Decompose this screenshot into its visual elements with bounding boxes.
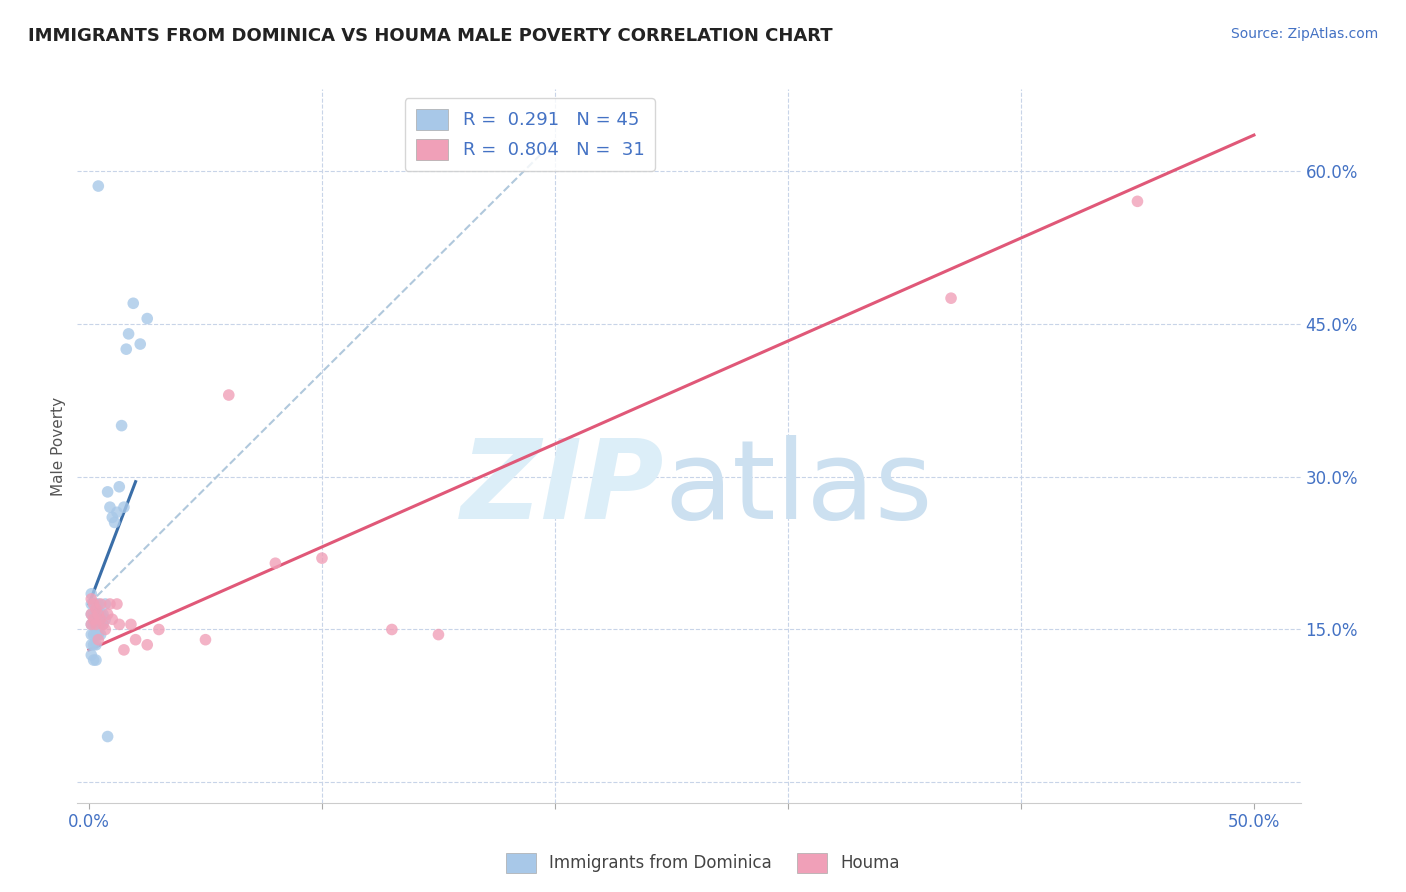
Point — [84, 638, 107, 652]
Text: IMMIGRANTS FROM DOMINICA VS HOUMA MALE POVERTY CORRELATION CHART: IMMIGRANTS FROM DOMINICA VS HOUMA MALE P… — [28, 27, 832, 45]
Point — [80, 607, 103, 622]
Point — [84, 627, 107, 641]
Point — [120, 617, 142, 632]
Point — [91, 617, 114, 632]
Point — [87, 607, 110, 622]
Point — [90, 612, 112, 626]
Point — [90, 617, 112, 632]
Point — [117, 326, 139, 341]
Y-axis label: Male Poverty: Male Poverty — [51, 396, 66, 496]
Point — [97, 730, 120, 744]
Point — [83, 607, 105, 622]
Point — [101, 510, 124, 524]
Point — [194, 632, 217, 647]
Point — [91, 617, 114, 632]
Point — [129, 337, 152, 351]
Point — [124, 632, 146, 647]
Point — [90, 597, 112, 611]
Point — [1126, 194, 1149, 209]
Legend: Immigrants from Dominica, Houma: Immigrants from Dominica, Houma — [499, 847, 907, 880]
Point — [83, 627, 105, 641]
Point — [80, 617, 103, 632]
Point — [83, 612, 105, 626]
Point — [98, 597, 121, 611]
Point — [104, 516, 127, 530]
Legend: R =  0.291   N = 45, R =  0.804   N =  31: R = 0.291 N = 45, R = 0.804 N = 31 — [405, 98, 655, 170]
Point — [136, 638, 159, 652]
Point — [83, 597, 105, 611]
Text: atlas: atlas — [665, 435, 934, 542]
Point — [94, 623, 117, 637]
Point — [84, 597, 107, 611]
Point — [87, 179, 110, 194]
Point — [87, 627, 110, 641]
Text: ZIP: ZIP — [461, 435, 665, 542]
Point — [84, 617, 107, 632]
Point — [83, 653, 105, 667]
Point — [136, 311, 159, 326]
Point — [84, 602, 107, 616]
Point — [83, 597, 105, 611]
Point — [427, 627, 450, 641]
Point — [80, 638, 103, 652]
Point — [83, 638, 105, 652]
Point — [112, 500, 135, 515]
Point — [84, 617, 107, 632]
Point — [80, 648, 103, 662]
Point — [115, 342, 138, 356]
Point — [87, 617, 110, 632]
Point — [105, 597, 128, 611]
Point — [84, 607, 107, 622]
Point — [97, 484, 120, 499]
Point — [381, 623, 404, 637]
Point — [108, 480, 131, 494]
Point — [101, 612, 124, 626]
Point — [90, 607, 112, 622]
Point — [98, 500, 121, 515]
Point — [80, 587, 103, 601]
Point — [87, 632, 110, 647]
Point — [112, 643, 135, 657]
Point — [122, 296, 145, 310]
Point — [91, 607, 114, 622]
Point — [83, 617, 105, 632]
Point — [105, 505, 128, 519]
Point — [80, 597, 103, 611]
Point — [80, 627, 103, 641]
Point — [87, 607, 110, 622]
Point — [148, 623, 170, 637]
Point — [94, 597, 117, 611]
Point — [80, 607, 103, 622]
Point — [87, 597, 110, 611]
Point — [97, 607, 120, 622]
Point — [80, 617, 103, 632]
Point — [939, 291, 962, 305]
Point — [108, 617, 131, 632]
Point — [218, 388, 240, 402]
Point — [94, 612, 117, 626]
Point — [110, 418, 132, 433]
Point — [311, 551, 333, 566]
Point — [264, 556, 287, 570]
Point — [90, 627, 112, 641]
Point — [80, 591, 103, 606]
Point — [84, 653, 107, 667]
Text: Source: ZipAtlas.com: Source: ZipAtlas.com — [1230, 27, 1378, 41]
